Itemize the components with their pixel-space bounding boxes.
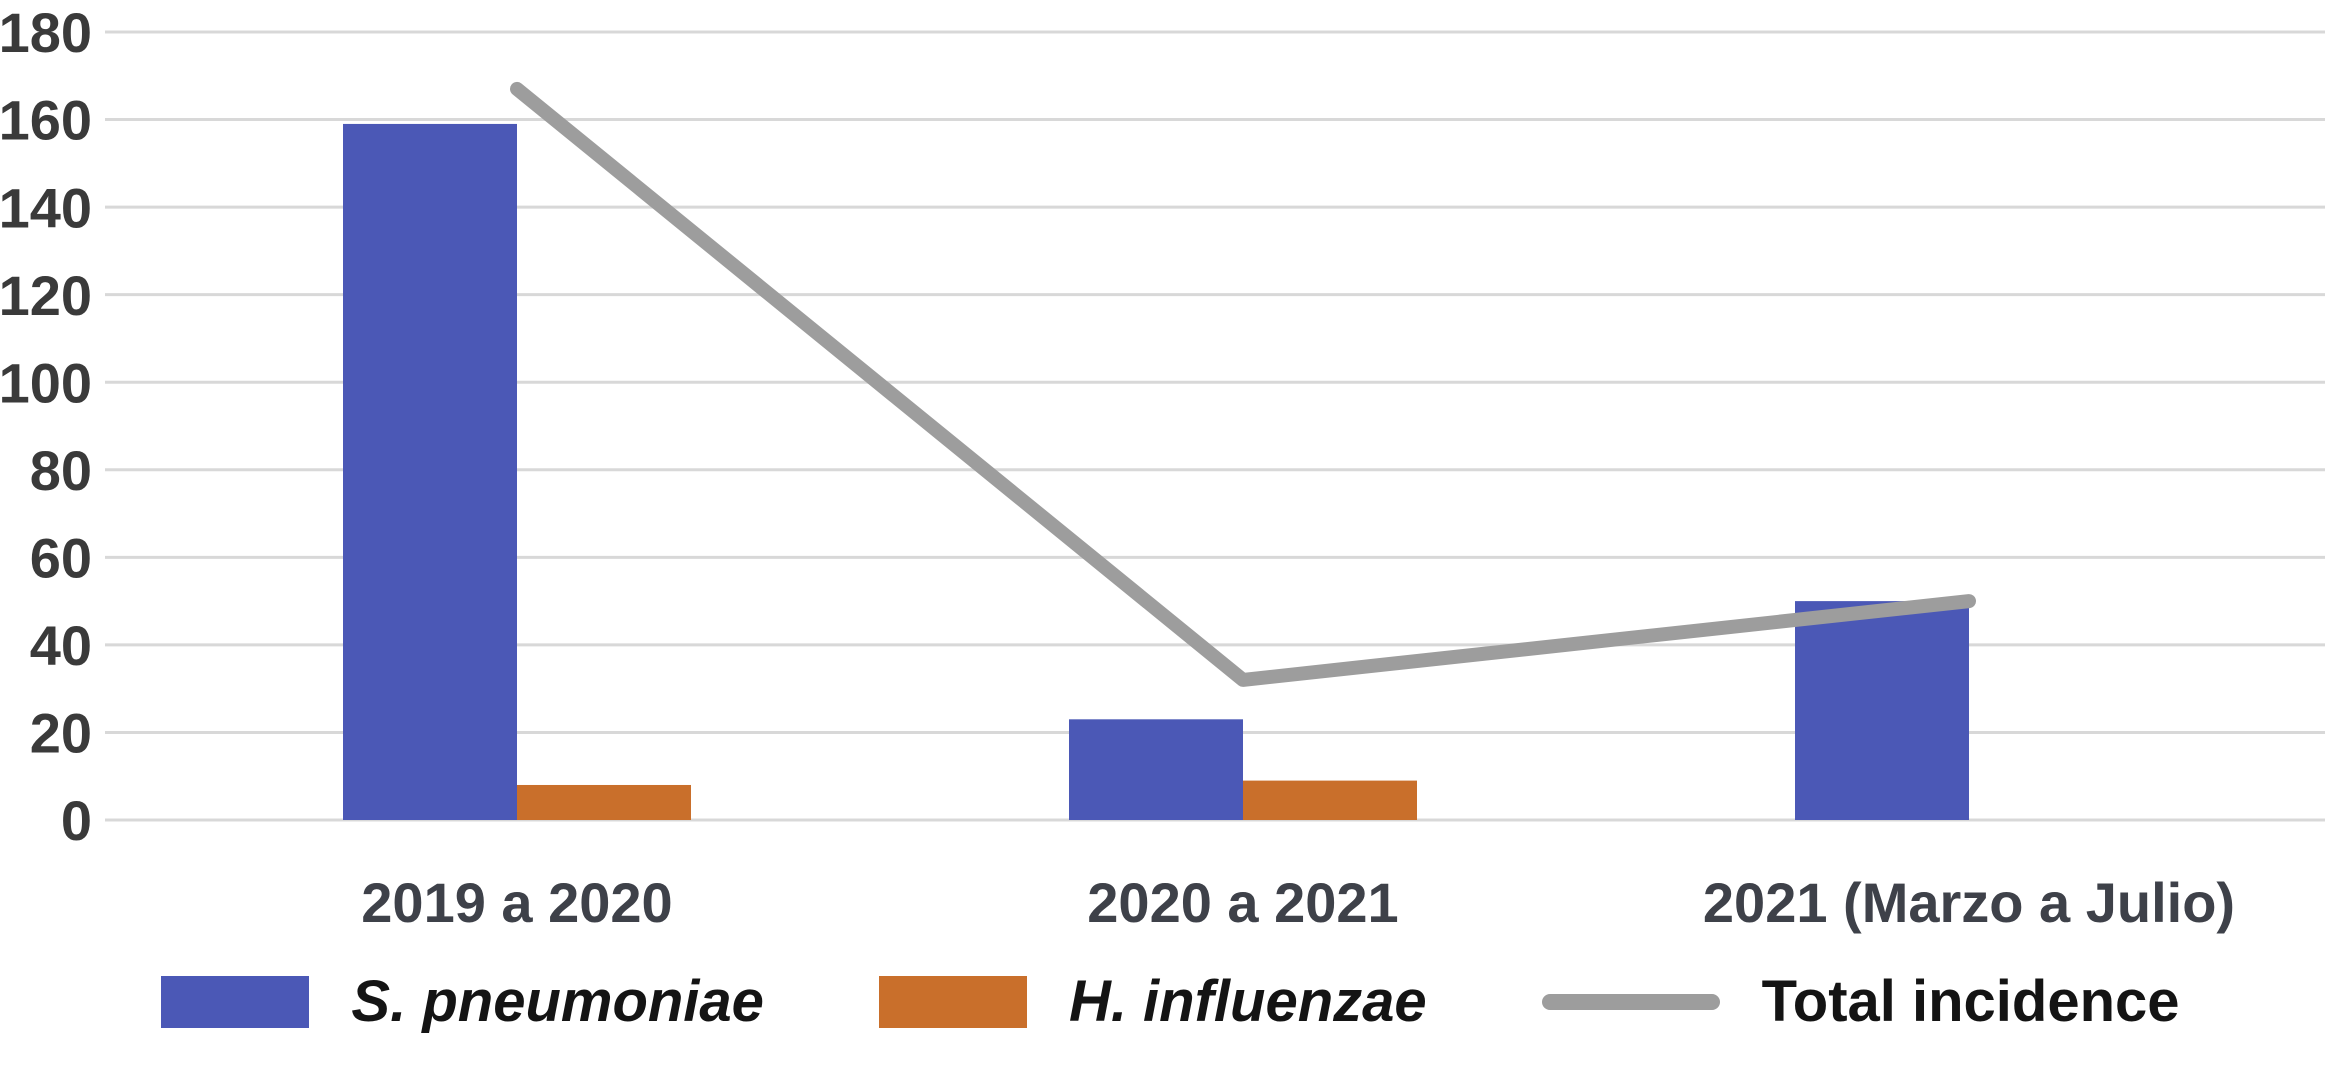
y-tick-label-0: 0 bbox=[61, 789, 92, 852]
legend-label-total-incidence: Total incidence bbox=[1761, 969, 2180, 1034]
legend-label-s-pneumoniae: S. pneumoniae bbox=[351, 969, 764, 1034]
line-total-incidence bbox=[510, 81, 1976, 687]
y-tick-label-40: 40 bbox=[30, 614, 92, 677]
x-category-label-1: 2020 a 2021 bbox=[1087, 871, 1398, 934]
x-category-label-0: 2019 a 2020 bbox=[361, 871, 672, 934]
x-category-label-2: 2021 (Marzo a Julio) bbox=[1703, 871, 2235, 934]
legend-swatch-h-influenzae-icon bbox=[878, 975, 1027, 1028]
bar-s-pneumoniae-cat2 bbox=[1795, 601, 1969, 820]
y-tick-label-180: 180 bbox=[0, 1, 92, 64]
combo-chart-plot-area: 0 20 40 60 80 100 120 140 160 180 2019 a 2020 2020 … bbox=[0, 1, 2325, 934]
legend-item-total-incidence: Total incidence bbox=[1541, 968, 2180, 1035]
legend-swatch-s-pneumoniae-icon bbox=[161, 975, 310, 1028]
legend-item-h-influenzae: H. influenzae bbox=[878, 968, 1427, 1035]
y-tick-label-60: 60 bbox=[30, 526, 92, 589]
y-tick-label-20: 20 bbox=[30, 702, 92, 765]
y-tick-label-140: 140 bbox=[0, 176, 92, 239]
bar-s-pneumoniae-cat1 bbox=[1069, 719, 1243, 820]
chart-legend: S. pneumoniae H. influenzae Total incide… bbox=[0, 968, 2341, 1035]
bar-h-influenzae-cat1 bbox=[1243, 780, 1417, 820]
legend-line-swatch-icon bbox=[1541, 993, 1720, 1010]
y-tick-label-120: 120 bbox=[0, 264, 92, 327]
legend-label-h-influenzae: H. influenzae bbox=[1068, 969, 1427, 1034]
y-tick-label-160: 160 bbox=[0, 89, 92, 152]
y-tick-label-100: 100 bbox=[0, 351, 92, 414]
y-tick-label-80: 80 bbox=[30, 439, 92, 502]
bar-s-pneumoniae-cat0 bbox=[343, 123, 517, 820]
bar-h-influenzae-cat0 bbox=[517, 784, 691, 820]
legend-item-s-pneumoniae: S. pneumoniae bbox=[161, 968, 764, 1035]
